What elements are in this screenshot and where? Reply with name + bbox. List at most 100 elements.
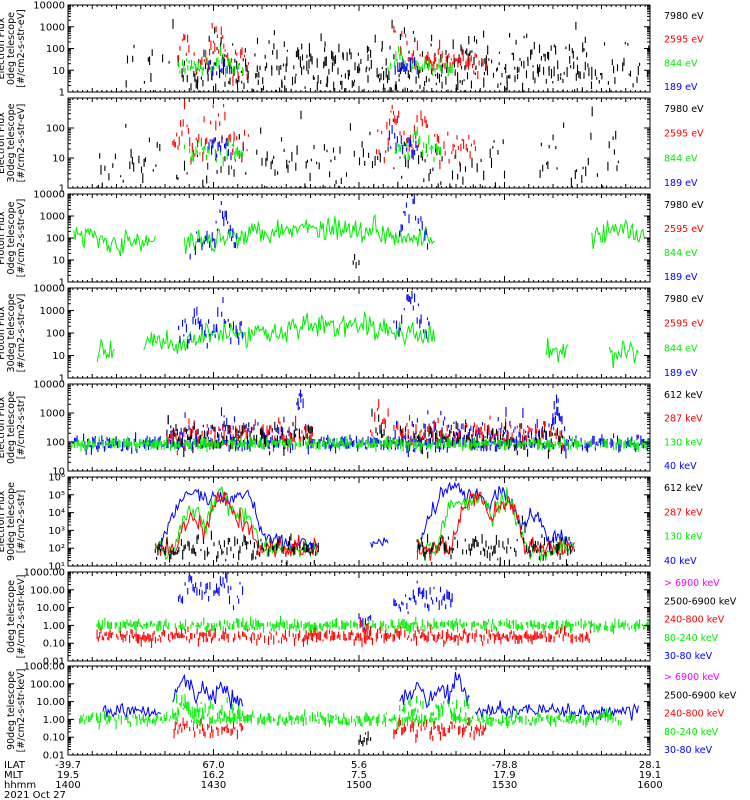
axis-tick-value: 1400 — [55, 780, 80, 791]
series-trace — [608, 340, 639, 369]
series-trace — [358, 619, 372, 642]
y-axis-title: 0deg telescope — [6, 580, 17, 653]
y-tick-label: 10 — [52, 467, 65, 478]
y-tick-label: 100 — [46, 44, 65, 55]
y-tick-label: 1 — [59, 374, 65, 385]
panel-traces — [154, 481, 575, 566]
y-axis-title: Electron Flux — [0, 112, 7, 174]
series-trace — [416, 515, 575, 566]
y-tick-label: 0.10 — [43, 639, 65, 650]
panel-traces — [96, 290, 639, 369]
y-tick-label: 1000 — [40, 306, 65, 317]
y-tick-label: 10⁴ — [48, 508, 65, 519]
series-black — [154, 515, 575, 566]
legend-entry: 2595 eV — [664, 224, 704, 235]
panel-frame — [67, 287, 651, 379]
legend-entry: 844 eV — [664, 343, 698, 354]
axis-tick-value: 1500 — [346, 780, 371, 791]
axis-tick-value: 19.1 — [639, 770, 661, 781]
y-tick-label: 10 — [52, 351, 65, 362]
y-tick-label: 10¹ — [48, 562, 65, 573]
series-trace — [539, 106, 619, 188]
y-tick-label: 100.00 — [30, 585, 65, 596]
axis-tick-value: -39.7 — [55, 760, 81, 771]
panel-traces — [125, 19, 650, 92]
legend-entry: 7980 eV — [664, 11, 704, 22]
date-label: 2021 Oct 27 — [4, 790, 66, 800]
legend-entry: > 6900 keV — [664, 578, 720, 589]
series-trace — [416, 491, 575, 562]
series-trace — [393, 717, 487, 743]
axis-row-label: MLT — [4, 770, 24, 781]
series-trace — [416, 481, 575, 553]
y-axis-title: 30deg telescope — [6, 293, 17, 372]
panel-3: 1 10 100 1000 10000 Proton Flux 0deg telescope… — [0, 190, 704, 289]
y-axis-title: [#/cm2-s-str-eV] — [16, 9, 27, 88]
series-trace — [154, 486, 319, 560]
series-trace — [73, 227, 156, 257]
legend-entry: 2500-6900 keV — [664, 690, 737, 701]
y-tick-label: 10³ — [48, 526, 65, 537]
legend-entry: 130 keV — [664, 532, 703, 543]
axis-tick-value: 67.0 — [202, 760, 224, 771]
series-trace — [375, 98, 429, 164]
legend-entry: 612 keV — [664, 390, 703, 401]
y-tick-label: 100 — [46, 438, 65, 449]
series-trace — [125, 19, 650, 92]
series-trace — [399, 194, 429, 250]
series-green — [96, 311, 639, 369]
series-trace — [474, 700, 639, 721]
y-tick-label: 10 — [52, 66, 65, 77]
legend-entry: 2595 eV — [664, 35, 704, 46]
y-axis-title: Electron Flux — [0, 396, 7, 458]
series-trace — [143, 311, 436, 355]
series-trace — [178, 22, 249, 86]
series-trace — [352, 253, 360, 269]
series-trace — [97, 123, 161, 188]
legend-entry: > 6900 keV — [664, 672, 720, 683]
panel-6: 10¹10²10³10⁴10⁵10⁶MEPEDElectron Flux90de… — [0, 473, 703, 573]
panel-traces — [73, 194, 645, 269]
legend-entry: 130 keV — [664, 437, 703, 448]
panel-8: 0.01 0.10 1.00 10.00 100.00 1000.00 90deg tele… — [6, 662, 737, 762]
series-trace — [207, 60, 231, 81]
axis-row-label: ILAT — [4, 760, 26, 771]
legend-entry: 7980 eV — [664, 294, 704, 305]
y-tick-label: 0.01 — [43, 657, 65, 668]
series-trace — [207, 135, 232, 170]
series-trace — [183, 213, 435, 255]
legend-entry: 40 keV — [664, 461, 697, 472]
legend-entry: 844 eV — [664, 248, 698, 259]
series-blue — [207, 118, 418, 170]
series-red — [172, 98, 476, 170]
legend-entry: 240-800 keV — [664, 615, 725, 626]
legend-entry: 30-80 keV — [664, 651, 713, 662]
y-axis-title: [#/cm2-s-str] — [16, 490, 27, 553]
panel-1: 1 10 100 1000 10000 Electron Flux 0deg telesco… — [0, 1, 704, 99]
y-tick-label: 1 — [59, 278, 65, 289]
series-trace — [189, 201, 238, 260]
series-trace — [96, 339, 115, 363]
legend-entry: 30-80 keV — [664, 745, 713, 756]
y-tick-label: 10000 — [33, 380, 65, 391]
series-trace — [96, 625, 592, 648]
series-black — [125, 19, 650, 92]
y-tick-label: 1 — [59, 184, 65, 195]
series-trace — [387, 118, 418, 160]
panel-traces — [96, 572, 650, 648]
y-tick-label: 1000.00 — [24, 662, 65, 673]
series-green — [73, 213, 645, 257]
y-axis-title: [#/cm2-s-str] — [16, 396, 27, 459]
axis-tick-value: 7.5 — [351, 770, 367, 781]
series-trace — [96, 616, 650, 635]
series-trace — [178, 572, 244, 611]
series-black — [352, 253, 360, 269]
series-blue — [178, 290, 430, 349]
series-green — [96, 616, 650, 635]
legend-entry: 7980 eV — [664, 104, 704, 115]
series-green — [154, 486, 575, 562]
y-tick-label: 10⁶ — [48, 473, 65, 484]
legend-entry: 2595 eV — [664, 319, 704, 330]
axis-tick-value: 16.2 — [202, 770, 224, 781]
